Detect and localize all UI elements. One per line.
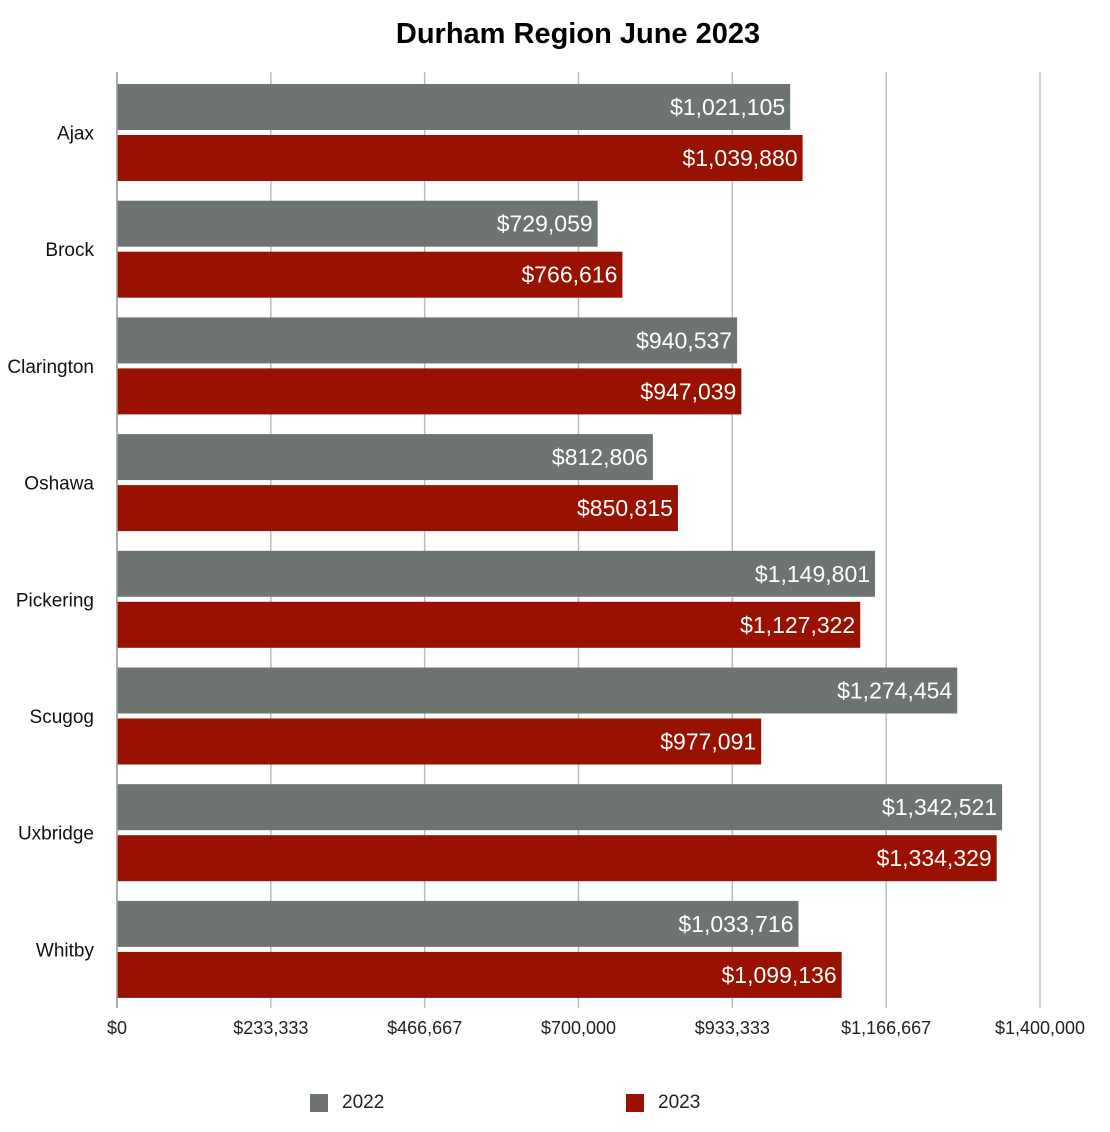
data-label: $1,342,521 — [882, 794, 997, 820]
data-label: $729,059 — [497, 211, 593, 237]
data-label: $1,127,322 — [740, 612, 855, 638]
x-tick-label: $1,166,667 — [841, 1018, 931, 1038]
bar-2022-ajax — [117, 84, 791, 130]
bar-2023-scugog — [117, 718, 762, 765]
data-label: $1,033,716 — [678, 911, 793, 937]
x-tick-label: $1,400,000 — [995, 1018, 1085, 1038]
bar-2022-brock — [117, 200, 598, 247]
data-label: $1,039,880 — [682, 145, 797, 171]
bar-2022-scugog — [117, 667, 958, 714]
x-tick-label: $466,667 — [387, 1018, 462, 1038]
y-tick-label: Oshawa — [24, 474, 94, 495]
data-label: $1,334,329 — [877, 845, 992, 871]
bar-2023-oshawa — [117, 485, 678, 532]
bar-2022-whitby — [117, 900, 799, 947]
data-label: $812,806 — [552, 444, 648, 470]
bar-2023-clarington — [117, 368, 742, 415]
legend-item-2023: 2023 — [626, 1092, 700, 1114]
chart-title: Durham Region June 2023 — [395, 18, 761, 50]
bar-2022-clarington — [117, 317, 738, 364]
bars — [117, 84, 1003, 998]
data-labels: $1,021,105 $1,039,880 $729,059 $766,616 $940… — [497, 94, 997, 988]
data-label: $940,537 — [636, 327, 732, 353]
y-tick-label: Whitby — [36, 940, 95, 961]
bar-2023-uxbridge — [117, 835, 997, 882]
legend-label-2023: 2023 — [658, 1092, 701, 1113]
legend-item-2022: 2022 — [310, 1092, 384, 1114]
bar-2022-pickering — [117, 550, 876, 597]
data-label: $1,149,801 — [755, 561, 870, 587]
axes: $0 $233,333 $466,667 $700,000 $933,333 $1,166… — [7, 72, 1085, 1038]
x-tick-label: $233,333 — [233, 1018, 308, 1038]
data-label: $947,039 — [640, 378, 736, 404]
x-tick-label: $933,333 — [695, 1018, 770, 1038]
y-tick-label: Brock — [45, 240, 94, 261]
y-tick-label: Uxbridge — [18, 824, 94, 845]
x-tick-label: $0 — [107, 1018, 127, 1038]
data-label: $1,099,136 — [722, 962, 837, 988]
bar-2023-whitby — [117, 951, 842, 998]
bar-2022-oshawa — [117, 434, 653, 481]
x-tick-label: $700,000 — [541, 1018, 616, 1038]
legend-swatch-2023 — [626, 1094, 644, 1112]
data-label: $1,274,454 — [837, 678, 952, 704]
bar-2023-pickering — [117, 601, 861, 648]
y-tick-label: Pickering — [16, 590, 94, 611]
bar-2022-uxbridge — [117, 784, 1003, 831]
bar-2023-brock — [117, 251, 623, 298]
data-label: $977,091 — [660, 729, 756, 755]
y-tick-label: Ajax — [57, 124, 94, 145]
data-label: $850,815 — [577, 495, 673, 521]
legend-label-2022: 2022 — [342, 1092, 385, 1113]
y-tick-label: Clarington — [7, 357, 94, 378]
legend-swatch-2022 — [310, 1094, 328, 1112]
data-label: $1,021,105 — [670, 94, 785, 120]
data-label: $766,616 — [521, 262, 617, 288]
y-tick-label: Scugog — [30, 707, 94, 728]
bar-2023-ajax — [117, 135, 803, 181]
